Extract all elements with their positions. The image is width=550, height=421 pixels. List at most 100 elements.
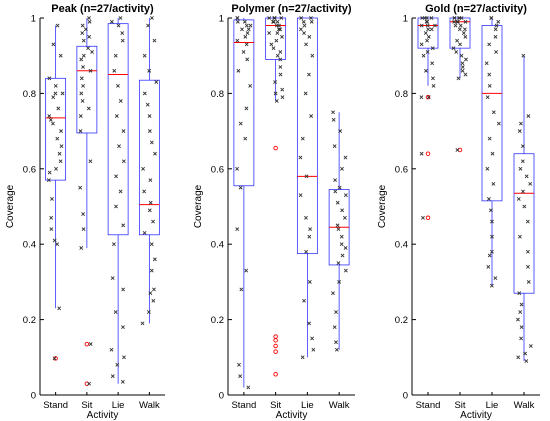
data-point (516, 355, 521, 360)
data-point (459, 53, 464, 58)
data-point (88, 159, 93, 164)
data-point (461, 31, 466, 35)
data-point (524, 174, 529, 179)
data-point (518, 166, 523, 171)
data-point (148, 291, 153, 296)
data-point (49, 227, 54, 232)
data-point (87, 381, 92, 386)
data-point (452, 16, 457, 20)
data-point (86, 106, 91, 111)
data-point (489, 283, 494, 288)
data-point (235, 16, 240, 20)
data-point (120, 38, 125, 43)
y-tick-label: 1 (31, 14, 36, 25)
data-point (463, 19, 468, 24)
data-point (455, 19, 460, 24)
outlier-marker (273, 334, 278, 339)
data-point (235, 19, 240, 24)
data-point (113, 310, 118, 314)
data-point (463, 34, 468, 39)
data-point (339, 242, 344, 247)
data-point (525, 249, 530, 254)
data-point (494, 23, 499, 28)
data-point (116, 83, 120, 88)
data-point (87, 19, 92, 24)
y-tick-label: 0.2 (23, 315, 36, 326)
data-point (419, 151, 424, 156)
x-tick-label: Walk (139, 400, 160, 411)
data-point (487, 83, 492, 88)
data-point (121, 287, 126, 292)
data-point (426, 27, 431, 32)
data-point (340, 208, 345, 213)
data-point (335, 223, 340, 228)
data-point (460, 61, 465, 66)
outlier-marker (53, 356, 58, 361)
data-point (457, 16, 462, 20)
y-axis-label: Coverage (377, 184, 388, 228)
data-point (122, 355, 126, 360)
y-tick-label: 0.4 (211, 240, 224, 251)
data-point (304, 42, 308, 47)
data-point (246, 385, 251, 390)
data-point (429, 16, 434, 20)
data-point (302, 298, 306, 303)
box-iqr (481, 25, 503, 202)
data-point (496, 121, 501, 126)
data-point (90, 50, 94, 54)
y-tick-label: 0.4 (23, 240, 36, 251)
data-point (304, 249, 309, 254)
data-point (79, 76, 84, 81)
data-point (272, 16, 277, 20)
data-point (279, 16, 284, 20)
data-point (340, 166, 344, 171)
data-point (333, 189, 338, 194)
data-point (307, 72, 311, 77)
data-point (342, 215, 347, 220)
y-tick-label: 0.2 (395, 315, 408, 326)
data-point (463, 72, 468, 77)
data-point (307, 234, 312, 239)
data-point (280, 87, 285, 92)
data-point (273, 91, 278, 96)
data-point (526, 264, 530, 269)
x-axis-label: Activity (460, 410, 492, 421)
data-point (302, 23, 307, 28)
data-point (486, 264, 491, 269)
data-point (430, 61, 435, 66)
data-point (88, 342, 93, 347)
data-point (336, 227, 341, 232)
data-point (457, 27, 462, 32)
data-point (433, 23, 437, 28)
data-point (334, 310, 338, 314)
data-point (152, 287, 156, 292)
data-point (50, 197, 54, 201)
outlier-marker (273, 349, 278, 354)
data-point (309, 19, 314, 24)
data-point (47, 76, 52, 81)
data-point (426, 95, 431, 100)
data-point (142, 91, 147, 96)
data-point (110, 276, 115, 281)
data-point (46, 178, 51, 183)
y-axis-label: Coverage (5, 184, 16, 228)
data-point (83, 27, 88, 32)
data-point (147, 68, 152, 73)
data-point (151, 298, 156, 303)
data-point (245, 57, 250, 62)
data-point (528, 344, 533, 348)
data-point (419, 42, 424, 47)
data-point (310, 53, 315, 58)
x-tick-label: Lie (486, 400, 499, 411)
panel-title: Polymer (n=27/activity) (231, 3, 351, 15)
data-point (153, 151, 157, 156)
data-point (238, 121, 243, 126)
data-point (300, 355, 305, 360)
data-point (430, 46, 435, 51)
data-point (121, 223, 126, 228)
data-point (121, 159, 126, 164)
data-point (343, 268, 348, 273)
data-point (421, 215, 425, 220)
data-point (55, 242, 60, 247)
